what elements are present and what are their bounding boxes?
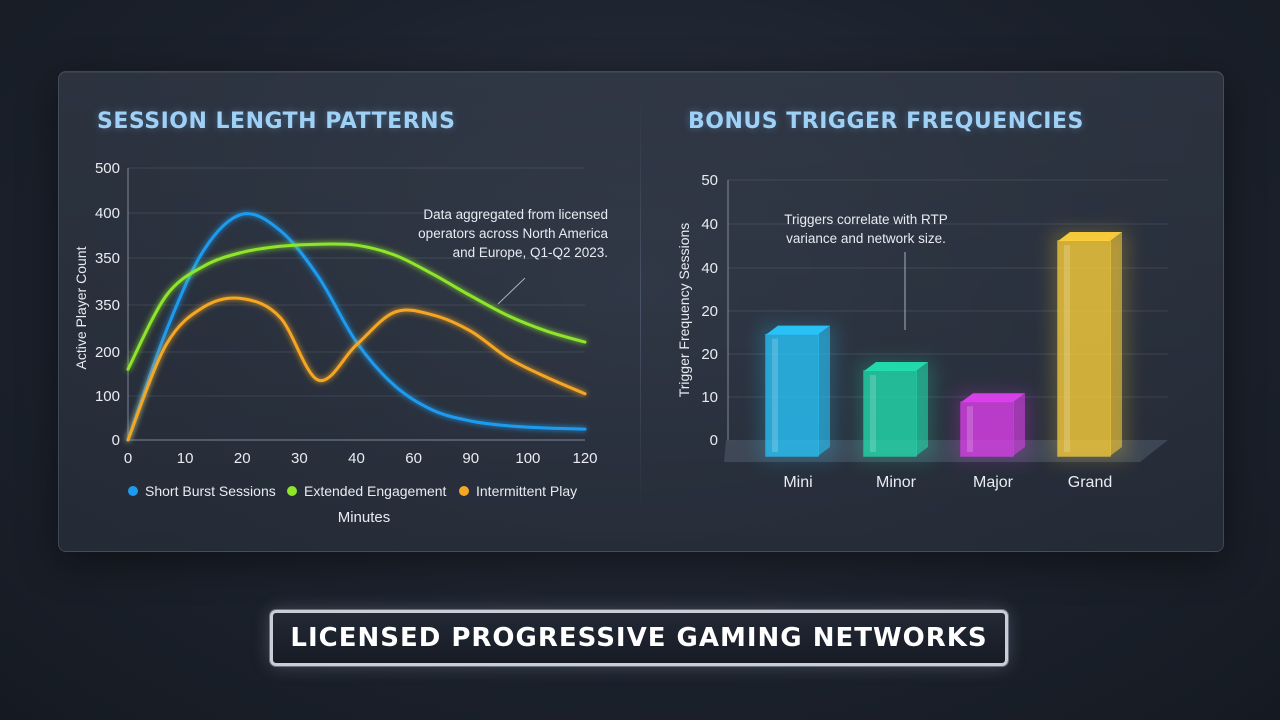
bar-y-tick-label: 20: [701, 303, 718, 320]
bar-chart-title: BONUS TRIGGER FREQUENCIES: [688, 109, 1084, 134]
line-x-tick-label: 90: [462, 450, 479, 467]
bar-chart: 0 10 20 20 40 40 50 Trigger Frequency Sessions M…: [676, 172, 1168, 491]
line-y-tick-label: 500: [95, 160, 120, 177]
bar-y-axis-label: Trigger Frequency Sessions: [676, 223, 692, 398]
legend-swatch: [459, 486, 469, 496]
line-y-tick-label: 400: [95, 205, 120, 222]
line-x-tick-label: 100: [515, 450, 540, 467]
banner-text: LICENSED PROGRESSIVE GAMING NETWORKS: [290, 623, 988, 653]
line-annotation-text: and Europe, Q1-Q2 2023.: [453, 245, 608, 260]
bar-y-tick-label: 40: [701, 260, 718, 277]
bar-annotation-text: variance and network size.: [786, 231, 946, 246]
line-annotation-text: Data aggregated from licensed: [423, 207, 608, 222]
bar-side: [1110, 232, 1122, 456]
bar-highlight: [870, 375, 876, 452]
bar-side: [818, 325, 830, 456]
series-line: [126, 296, 587, 442]
line-y-axis-label: Active Player Count: [73, 246, 89, 369]
line-annotation-text: operators across North America: [418, 226, 608, 241]
bar-top: [864, 362, 928, 371]
banner: LICENSED PROGRESSIVE GAMING NETWORKS: [270, 610, 1008, 666]
bar-highlight: [1064, 245, 1070, 452]
bar-y-tick-label: 0: [710, 432, 718, 449]
line-chart: 0 100 200 350 350 400 500 0 10 20 30 40 60 90 100 120 Ac…: [73, 160, 608, 526]
legend-label: Intermittent Play: [476, 483, 577, 499]
bar-category-label: Mini: [783, 474, 812, 491]
line-y-tick-label: 350: [95, 250, 120, 267]
bar-category-label: Major: [973, 474, 1014, 491]
line-y-tick-label: 350: [95, 297, 120, 314]
panel-divider: [640, 95, 641, 515]
line-y-tick-label: 100: [95, 388, 120, 405]
line-y-tick-label: 0: [112, 432, 120, 449]
line-x-tick-label: 120: [572, 450, 597, 467]
line-x-tick-label: 40: [348, 450, 365, 467]
series-line: [126, 242, 587, 371]
bar-top: [961, 393, 1025, 403]
bar-top: [766, 325, 830, 335]
line-x-tick-label: 20: [234, 450, 251, 467]
line-x-tick-label: 0: [124, 450, 132, 467]
bar-side: [916, 362, 928, 456]
line-x-tick-label: 30: [291, 450, 308, 467]
legend-label: Short Burst Sessions: [145, 483, 276, 499]
bar: [863, 370, 917, 457]
bar-annotation-text: Triggers correlate with RTP: [784, 212, 948, 227]
bar-category-label: Minor: [876, 474, 917, 491]
line-x-tick-label: 10: [177, 450, 194, 467]
bar-highlight: [772, 338, 778, 452]
dashboard-panel: [58, 71, 1224, 552]
line-x-axis-label: Minutes: [338, 509, 391, 526]
bar-highlight: [967, 406, 973, 452]
bar-y-tick-label: 40: [701, 216, 718, 233]
line-chart-title: SESSION LENGTH PATTERNS: [97, 109, 456, 134]
bar-y-tick-label: 20: [701, 346, 718, 363]
bar: [1057, 240, 1111, 457]
series-line: [126, 212, 587, 442]
bar: [765, 333, 819, 457]
line-y-tick-label: 200: [95, 344, 120, 361]
bar-y-tick-label: 50: [701, 172, 718, 189]
line-annotation-pointer: [497, 277, 526, 305]
bar-side: [1013, 393, 1025, 456]
legend-label: Extended Engagement: [304, 483, 447, 499]
bar-category-label: Grand: [1068, 474, 1112, 491]
line-x-tick-label: 60: [405, 450, 422, 467]
bar-top: [1058, 232, 1122, 241]
bar-y-tick-label: 10: [701, 389, 718, 406]
legend-swatch: [287, 486, 297, 496]
legend-swatch: [128, 486, 138, 496]
